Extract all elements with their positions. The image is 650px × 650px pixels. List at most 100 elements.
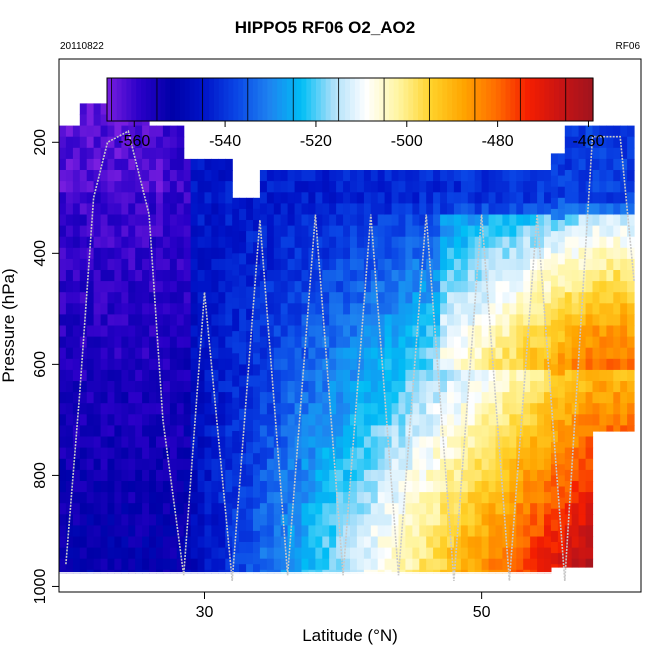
heatmap-cell [440, 192, 448, 204]
heatmap-cell [481, 425, 490, 438]
heatmap-cell [232, 220, 240, 232]
colorbar-swatch [296, 78, 302, 121]
heatmap-cell [315, 214, 323, 227]
heatmap-cell [453, 281, 462, 293]
heatmap-cell [453, 558, 462, 571]
heatmap-cell [391, 436, 400, 449]
colorbar-swatch [340, 78, 346, 121]
heatmap-cell [447, 358, 455, 371]
heatmap-cell [246, 530, 254, 543]
heatmap-cell [467, 303, 476, 315]
heatmap-cell [211, 336, 219, 349]
heatmap-cell [79, 147, 88, 160]
heatmap-cell [502, 236, 510, 249]
heatmap-cell [121, 525, 129, 538]
flight-profile-line [65, 130, 635, 581]
heatmap-cell [550, 353, 559, 365]
heatmap-cell [363, 392, 372, 404]
heatmap-cell [59, 436, 67, 449]
heatmap-cell [453, 247, 462, 260]
heatmap-cell [273, 192, 282, 204]
heatmap-cell [544, 392, 552, 404]
heatmap-cell [93, 170, 102, 182]
heatmap-cell [453, 569, 462, 574]
heatmap-cell [363, 303, 372, 315]
heatmap-cell [266, 236, 275, 249]
heatmap-cell [114, 203, 122, 216]
heatmap-cell [65, 236, 74, 249]
heatmap-cell [190, 436, 199, 449]
heatmap-cell [79, 192, 88, 204]
heatmap-cell [481, 347, 490, 360]
heatmap-cell [162, 147, 171, 160]
heatmap-cell [266, 381, 275, 393]
heatmap-cell [211, 358, 219, 371]
heatmap-cell [502, 314, 510, 327]
heatmap-cell [162, 514, 171, 526]
heatmap-cell [578, 181, 587, 193]
heatmap-cell [419, 303, 427, 315]
heatmap-cell [169, 147, 178, 160]
heatmap-cell [516, 203, 524, 216]
heatmap-cell [72, 203, 81, 216]
heatmap-cell [162, 469, 171, 482]
heatmap-cell [495, 392, 503, 404]
heatmap-cell [599, 192, 607, 204]
heatmap-cell [176, 192, 185, 204]
heatmap-cell [447, 325, 455, 338]
heatmap-cell [162, 569, 171, 574]
heatmap-cell [509, 247, 517, 260]
heatmap-cell [363, 170, 372, 182]
heatmap-cell [93, 236, 102, 249]
heatmap-cell [509, 425, 517, 438]
heatmap-cell [356, 403, 365, 415]
heatmap-cell [426, 314, 434, 327]
heatmap-cell [620, 170, 628, 182]
heatmap-cell [100, 170, 109, 182]
heatmap-cell [135, 369, 143, 382]
heatmap-cell [377, 414, 386, 426]
heatmap-cell [557, 164, 566, 177]
heatmap-cell [516, 281, 524, 293]
heatmap-cell [350, 347, 358, 360]
heatmap-cell [467, 192, 476, 204]
heatmap-cell [218, 481, 226, 493]
heatmap-cell [613, 369, 621, 382]
heatmap-cell [197, 158, 206, 171]
heatmap-cell [59, 503, 67, 515]
heatmap-cell [72, 181, 81, 193]
heatmap-cell [544, 558, 552, 571]
heatmap-cell [86, 258, 95, 271]
heatmap-cell [585, 214, 594, 227]
heatmap-cell [509, 258, 517, 271]
heatmap-cell [142, 536, 150, 549]
heatmap-cell [218, 436, 226, 449]
heatmap-cell [287, 170, 296, 182]
heatmap-cell [377, 525, 386, 538]
heatmap-cell [592, 247, 600, 260]
heatmap-cell [343, 292, 351, 304]
heatmap-cell [516, 414, 524, 426]
heatmap-cell [467, 381, 476, 393]
heatmap-cell [72, 525, 81, 538]
heatmap-cell [537, 192, 545, 204]
heatmap-cell [301, 314, 309, 327]
heatmap-cell [183, 225, 192, 238]
heatmap-cell [481, 325, 490, 338]
heatmap-cell [156, 569, 164, 574]
heatmap-cell [190, 525, 199, 538]
heatmap-cell [218, 214, 226, 227]
heatmap-cell [239, 464, 247, 476]
heatmap-cell [273, 514, 282, 526]
heatmap-cell [370, 336, 379, 349]
heatmap-cell [197, 403, 206, 415]
heatmap-cell [453, 536, 462, 549]
heatmap-cell [419, 392, 427, 404]
heatmap-cell [544, 369, 552, 382]
heatmap-cell [107, 314, 115, 327]
y-tick-label: 600 [32, 351, 49, 378]
heatmap-cell [156, 225, 164, 238]
heatmap-cell [253, 208, 261, 221]
heatmap-cell [308, 314, 316, 327]
heatmap-cell [350, 336, 358, 349]
